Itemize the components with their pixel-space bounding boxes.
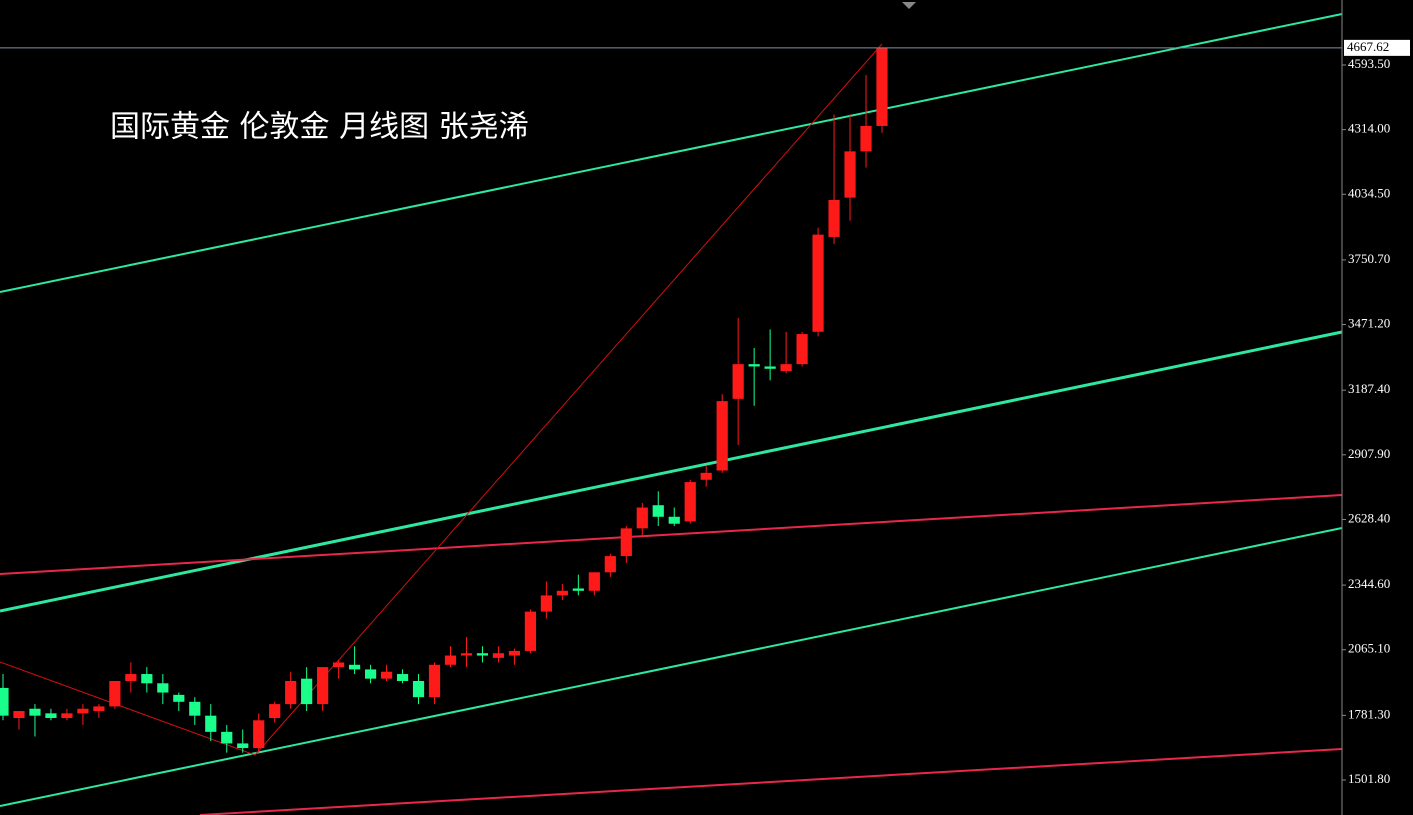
trendline bbox=[0, 494, 1343, 575]
candle-body bbox=[540, 595, 552, 612]
y-tick-label: 4314.00 bbox=[1348, 121, 1390, 136]
candle-body bbox=[125, 674, 137, 681]
trendlines bbox=[0, 13, 1343, 815]
candle-body bbox=[45, 713, 57, 718]
candle-body bbox=[492, 653, 505, 658]
candle-body bbox=[652, 505, 664, 517]
trendline bbox=[0, 661, 256, 756]
candle-body bbox=[61, 713, 73, 718]
candle-body bbox=[109, 680, 121, 707]
candle-body bbox=[668, 516, 680, 524]
candle-body bbox=[364, 669, 377, 679]
y-tick-label: 2628.40 bbox=[1348, 510, 1390, 525]
candle-body bbox=[205, 715, 217, 732]
candle-body bbox=[157, 683, 169, 693]
candle-body bbox=[876, 47, 888, 126]
candle-body bbox=[412, 680, 425, 698]
candle-body bbox=[476, 653, 489, 656]
candle-body bbox=[556, 590, 568, 596]
candle-body bbox=[380, 671, 393, 679]
y-tick-label: 4593.50 bbox=[1348, 56, 1390, 71]
candle-body bbox=[333, 662, 345, 668]
candle-body bbox=[317, 667, 329, 705]
candle-body bbox=[684, 482, 696, 522]
candle-body bbox=[780, 364, 792, 372]
candle-body bbox=[828, 199, 840, 237]
cursor-marker bbox=[902, 2, 916, 9]
y-tick-label: 3471.20 bbox=[1348, 316, 1390, 331]
candle-body bbox=[588, 572, 600, 591]
candle-body bbox=[173, 694, 185, 702]
candle-body bbox=[253, 720, 265, 749]
candle-body bbox=[732, 364, 744, 399]
candle-body bbox=[237, 743, 249, 749]
candle-body bbox=[812, 234, 824, 332]
candle-body bbox=[604, 556, 616, 573]
candle-body bbox=[189, 701, 201, 716]
candle-body bbox=[572, 588, 584, 591]
candle-body bbox=[700, 472, 712, 480]
candle-body bbox=[764, 366, 776, 369]
candle-body bbox=[716, 401, 728, 471]
trendline bbox=[0, 13, 1343, 293]
candle-body bbox=[860, 125, 872, 152]
candle-body bbox=[620, 528, 632, 557]
candle-body bbox=[796, 334, 808, 365]
y-tick-label: 2344.60 bbox=[1348, 576, 1390, 591]
candle-body bbox=[636, 507, 648, 529]
candle-body bbox=[141, 674, 153, 684]
candle-body bbox=[221, 731, 233, 744]
y-tick-label: 3750.70 bbox=[1348, 251, 1390, 266]
candle-body bbox=[285, 680, 297, 705]
last-price-label: 4667.62 bbox=[1347, 39, 1389, 54]
y-tick-label: 2065.10 bbox=[1348, 641, 1390, 656]
candle-body bbox=[13, 711, 25, 718]
candle-body bbox=[396, 674, 409, 681]
candle-body bbox=[844, 151, 856, 198]
candle-body bbox=[748, 364, 760, 367]
y-tick-label: 4034.50 bbox=[1348, 185, 1390, 200]
last-price-box bbox=[1344, 39, 1410, 56]
trendline bbox=[254, 43, 883, 756]
trendline bbox=[199, 748, 1343, 815]
candle-body bbox=[444, 655, 457, 665]
candle-body bbox=[269, 704, 281, 718]
candle-body bbox=[77, 708, 89, 714]
candle-body bbox=[460, 653, 473, 656]
candle-body bbox=[349, 664, 361, 670]
y-tick-label: 1781.30 bbox=[1348, 706, 1390, 721]
y-tick-label: 1501.80 bbox=[1348, 771, 1390, 786]
candle-body bbox=[301, 678, 313, 705]
candle-body bbox=[428, 664, 441, 698]
candle-body bbox=[508, 650, 521, 656]
candle-body bbox=[93, 706, 105, 712]
candle-body bbox=[29, 708, 41, 716]
trendline bbox=[0, 330, 1343, 613]
chart-title: 国际黄金 伦敦金 月线图 张尧浠 bbox=[110, 110, 529, 145]
trendline bbox=[0, 527, 1343, 807]
y-tick-label: 3187.40 bbox=[1348, 381, 1390, 396]
candle-body bbox=[524, 611, 536, 651]
y-tick-label: 2907.90 bbox=[1348, 446, 1390, 461]
candle-body bbox=[0, 687, 9, 716]
